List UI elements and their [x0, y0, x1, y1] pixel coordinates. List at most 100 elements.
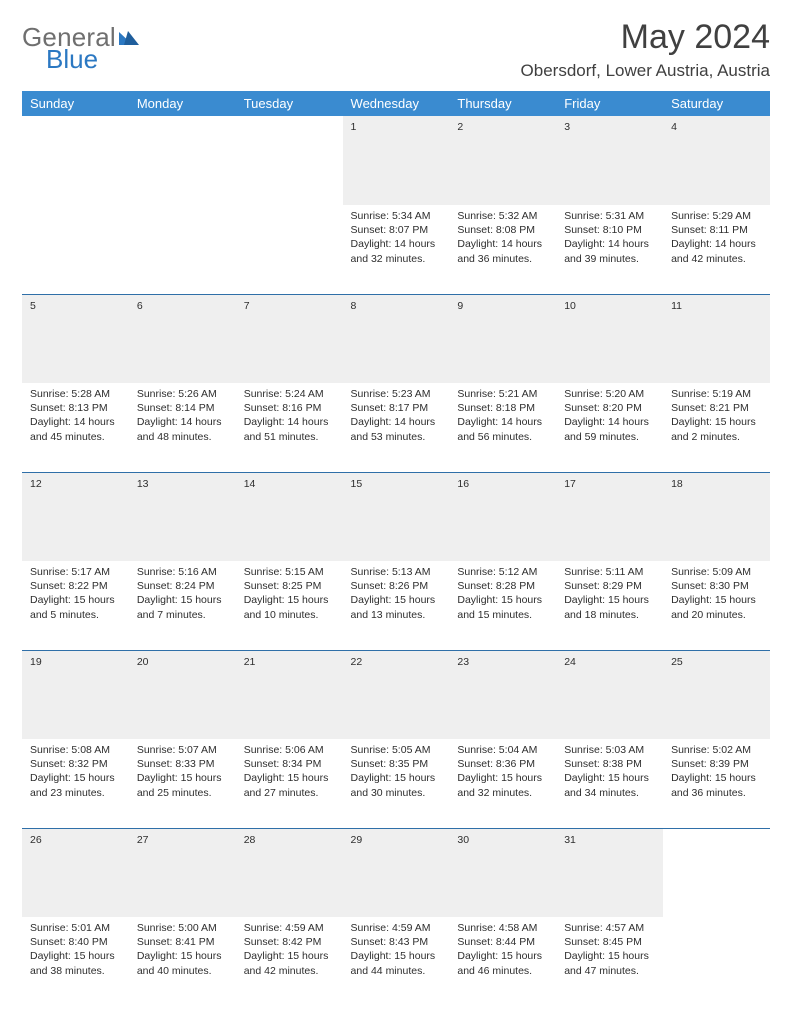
sunrise-text: Sunrise: 5:07 AM [137, 743, 230, 757]
sunset-text: Sunset: 8:30 PM [671, 579, 764, 593]
day-detail-cell: Sunrise: 4:59 AMSunset: 8:42 PMDaylight:… [236, 917, 343, 1006]
sunset-text: Sunset: 8:11 PM [671, 223, 764, 237]
day-detail-cell [22, 205, 129, 294]
day-detail-cell: Sunrise: 5:02 AMSunset: 8:39 PMDaylight:… [663, 739, 770, 828]
day-detail-cell: Sunrise: 5:12 AMSunset: 8:28 PMDaylight:… [449, 561, 556, 650]
day-detail-cell: Sunrise: 5:20 AMSunset: 8:20 PMDaylight:… [556, 383, 663, 472]
sunrise-text: Sunrise: 5:12 AM [457, 565, 550, 579]
sunset-text: Sunset: 8:08 PM [457, 223, 550, 237]
day-detail-cell: Sunrise: 5:15 AMSunset: 8:25 PMDaylight:… [236, 561, 343, 650]
daylight-text: Daylight: 15 hours and 30 minutes. [351, 771, 444, 799]
sunset-text: Sunset: 8:21 PM [671, 401, 764, 415]
weekday-header: Tuesday [236, 91, 343, 116]
daylight-text: Daylight: 15 hours and 27 minutes. [244, 771, 337, 799]
day-number-row: 19202122232425 [22, 650, 770, 739]
day-detail-cell: Sunrise: 5:34 AMSunset: 8:07 PMDaylight:… [343, 205, 450, 294]
page-title: May 2024 [521, 18, 770, 57]
sunrise-text: Sunrise: 5:05 AM [351, 743, 444, 757]
day-number-cell: 17 [556, 472, 663, 561]
day-number-cell: 15 [343, 472, 450, 561]
sunrise-text: Sunrise: 4:58 AM [457, 921, 550, 935]
day-number-cell: 3 [556, 116, 663, 205]
weekday-header: Wednesday [343, 91, 450, 116]
daylight-text: Daylight: 14 hours and 56 minutes. [457, 415, 550, 443]
sunset-text: Sunset: 8:14 PM [137, 401, 230, 415]
daylight-text: Daylight: 15 hours and 5 minutes. [30, 593, 123, 621]
day-detail-cell: Sunrise: 4:59 AMSunset: 8:43 PMDaylight:… [343, 917, 450, 1006]
sunset-text: Sunset: 8:41 PM [137, 935, 230, 949]
daylight-text: Daylight: 14 hours and 48 minutes. [137, 415, 230, 443]
daylight-text: Daylight: 15 hours and 38 minutes. [30, 949, 123, 977]
day-number-row: 567891011 [22, 294, 770, 383]
day-number-cell: 9 [449, 294, 556, 383]
weekday-header: Monday [129, 91, 236, 116]
day-number-cell: 30 [449, 828, 556, 917]
sunrise-text: Sunrise: 5:04 AM [457, 743, 550, 757]
sunset-text: Sunset: 8:13 PM [30, 401, 123, 415]
day-detail-cell: Sunrise: 5:17 AMSunset: 8:22 PMDaylight:… [22, 561, 129, 650]
day-detail-cell: Sunrise: 5:06 AMSunset: 8:34 PMDaylight:… [236, 739, 343, 828]
weekday-header-row: SundayMondayTuesdayWednesdayThursdayFrid… [22, 91, 770, 116]
day-detail-cell: Sunrise: 5:29 AMSunset: 8:11 PMDaylight:… [663, 205, 770, 294]
sunrise-text: Sunrise: 4:57 AM [564, 921, 657, 935]
day-number-cell: 4 [663, 116, 770, 205]
day-number-cell: 31 [556, 828, 663, 917]
sunrise-text: Sunrise: 5:28 AM [30, 387, 123, 401]
sunrise-text: Sunrise: 5:21 AM [457, 387, 550, 401]
sunrise-text: Sunrise: 5:31 AM [564, 209, 657, 223]
sunrise-text: Sunrise: 5:13 AM [351, 565, 444, 579]
day-detail-cell: Sunrise: 5:05 AMSunset: 8:35 PMDaylight:… [343, 739, 450, 828]
day-number-cell: 28 [236, 828, 343, 917]
sunset-text: Sunset: 8:38 PM [564, 757, 657, 771]
day-number-cell: 29 [343, 828, 450, 917]
sunrise-text: Sunrise: 5:02 AM [671, 743, 764, 757]
daylight-text: Daylight: 15 hours and 20 minutes. [671, 593, 764, 621]
day-number-cell: 26 [22, 828, 129, 917]
sunrise-text: Sunrise: 5:32 AM [457, 209, 550, 223]
day-detail-row: Sunrise: 5:34 AMSunset: 8:07 PMDaylight:… [22, 205, 770, 294]
day-number-cell: 18 [663, 472, 770, 561]
day-detail-row: Sunrise: 5:08 AMSunset: 8:32 PMDaylight:… [22, 739, 770, 828]
sunset-text: Sunset: 8:07 PM [351, 223, 444, 237]
daylight-text: Daylight: 14 hours and 39 minutes. [564, 237, 657, 265]
daylight-text: Daylight: 15 hours and 42 minutes. [244, 949, 337, 977]
sunrise-text: Sunrise: 5:11 AM [564, 565, 657, 579]
daylight-text: Daylight: 15 hours and 18 minutes. [564, 593, 657, 621]
sunrise-text: Sunrise: 5:26 AM [137, 387, 230, 401]
daylight-text: Daylight: 14 hours and 51 minutes. [244, 415, 337, 443]
day-detail-cell: Sunrise: 5:26 AMSunset: 8:14 PMDaylight:… [129, 383, 236, 472]
day-number-cell: 12 [22, 472, 129, 561]
day-number-cell [663, 828, 770, 917]
sunrise-text: Sunrise: 5:03 AM [564, 743, 657, 757]
day-detail-row: Sunrise: 5:01 AMSunset: 8:40 PMDaylight:… [22, 917, 770, 1006]
day-number-cell: 11 [663, 294, 770, 383]
daylight-text: Daylight: 15 hours and 32 minutes. [457, 771, 550, 799]
day-number-cell: 5 [22, 294, 129, 383]
daylight-text: Daylight: 15 hours and 25 minutes. [137, 771, 230, 799]
day-number-cell: 1 [343, 116, 450, 205]
calendar-page: General Blue May 2024 Obersdorf, Lower A… [0, 0, 792, 1016]
day-number-cell: 13 [129, 472, 236, 561]
sunset-text: Sunset: 8:22 PM [30, 579, 123, 593]
daylight-text: Daylight: 15 hours and 15 minutes. [457, 593, 550, 621]
sunset-text: Sunset: 8:40 PM [30, 935, 123, 949]
sunrise-text: Sunrise: 5:23 AM [351, 387, 444, 401]
day-number-row: 262728293031 [22, 828, 770, 917]
day-detail-cell [663, 917, 770, 1006]
sunset-text: Sunset: 8:39 PM [671, 757, 764, 771]
sunrise-text: Sunrise: 5:19 AM [671, 387, 764, 401]
sunrise-text: Sunrise: 5:06 AM [244, 743, 337, 757]
day-detail-cell: Sunrise: 5:19 AMSunset: 8:21 PMDaylight:… [663, 383, 770, 472]
sunset-text: Sunset: 8:10 PM [564, 223, 657, 237]
daylight-text: Daylight: 15 hours and 36 minutes. [671, 771, 764, 799]
day-detail-cell: Sunrise: 5:07 AMSunset: 8:33 PMDaylight:… [129, 739, 236, 828]
day-number-cell [129, 116, 236, 205]
sunrise-text: Sunrise: 5:29 AM [671, 209, 764, 223]
sunset-text: Sunset: 8:28 PM [457, 579, 550, 593]
sunset-text: Sunset: 8:36 PM [457, 757, 550, 771]
day-number-row: 1234 [22, 116, 770, 205]
day-detail-cell: Sunrise: 5:04 AMSunset: 8:36 PMDaylight:… [449, 739, 556, 828]
sunrise-text: Sunrise: 5:16 AM [137, 565, 230, 579]
daylight-text: Daylight: 15 hours and 23 minutes. [30, 771, 123, 799]
daylight-text: Daylight: 15 hours and 40 minutes. [137, 949, 230, 977]
